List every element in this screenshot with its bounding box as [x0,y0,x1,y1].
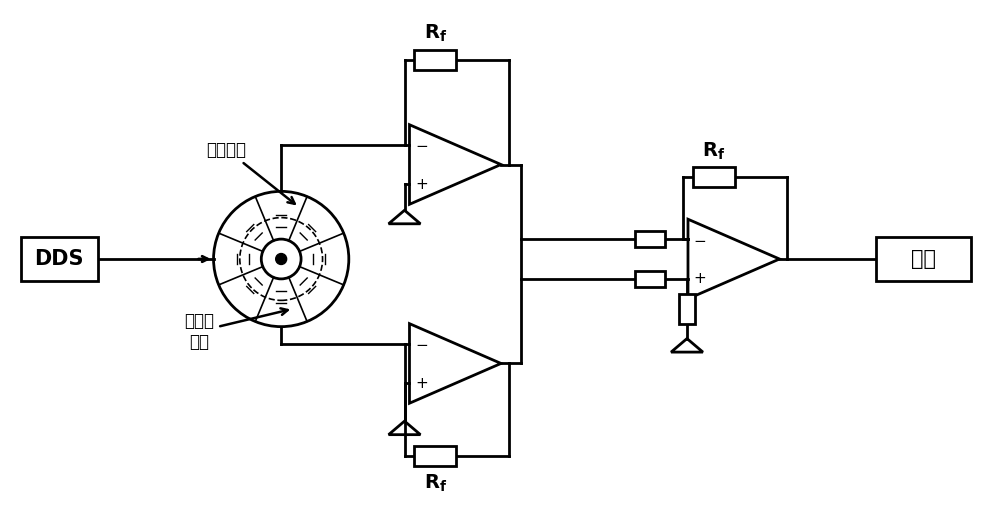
Bar [414,50,456,70]
Bar [876,237,971,281]
Bar [679,294,695,324]
Text: $\mathbf{R_f}$: $\mathbf{R_f}$ [424,472,447,494]
Text: DDS: DDS [35,249,84,269]
Circle shape [276,254,287,265]
Text: $-$: $-$ [415,336,428,351]
Text: $+$: $+$ [415,177,428,192]
Bar [21,237,98,281]
Text: 谐振子
唇沿: 谐振子 唇沿 [185,308,288,350]
Text: $\mathbf{R_f}$: $\mathbf{R_f}$ [424,23,447,44]
Text: 电极基座: 电极基座 [207,141,295,204]
Bar [635,271,665,287]
Text: $\mathbf{R_f}$: $\mathbf{R_f}$ [702,140,725,161]
Text: 输出: 输出 [911,249,936,269]
Text: $-$: $-$ [693,231,707,247]
Bar [635,231,665,247]
Text: $+$: $+$ [415,376,428,391]
Bar [414,446,456,466]
Text: $-$: $-$ [415,137,428,152]
Bar [693,168,735,187]
Text: $+$: $+$ [693,271,706,286]
